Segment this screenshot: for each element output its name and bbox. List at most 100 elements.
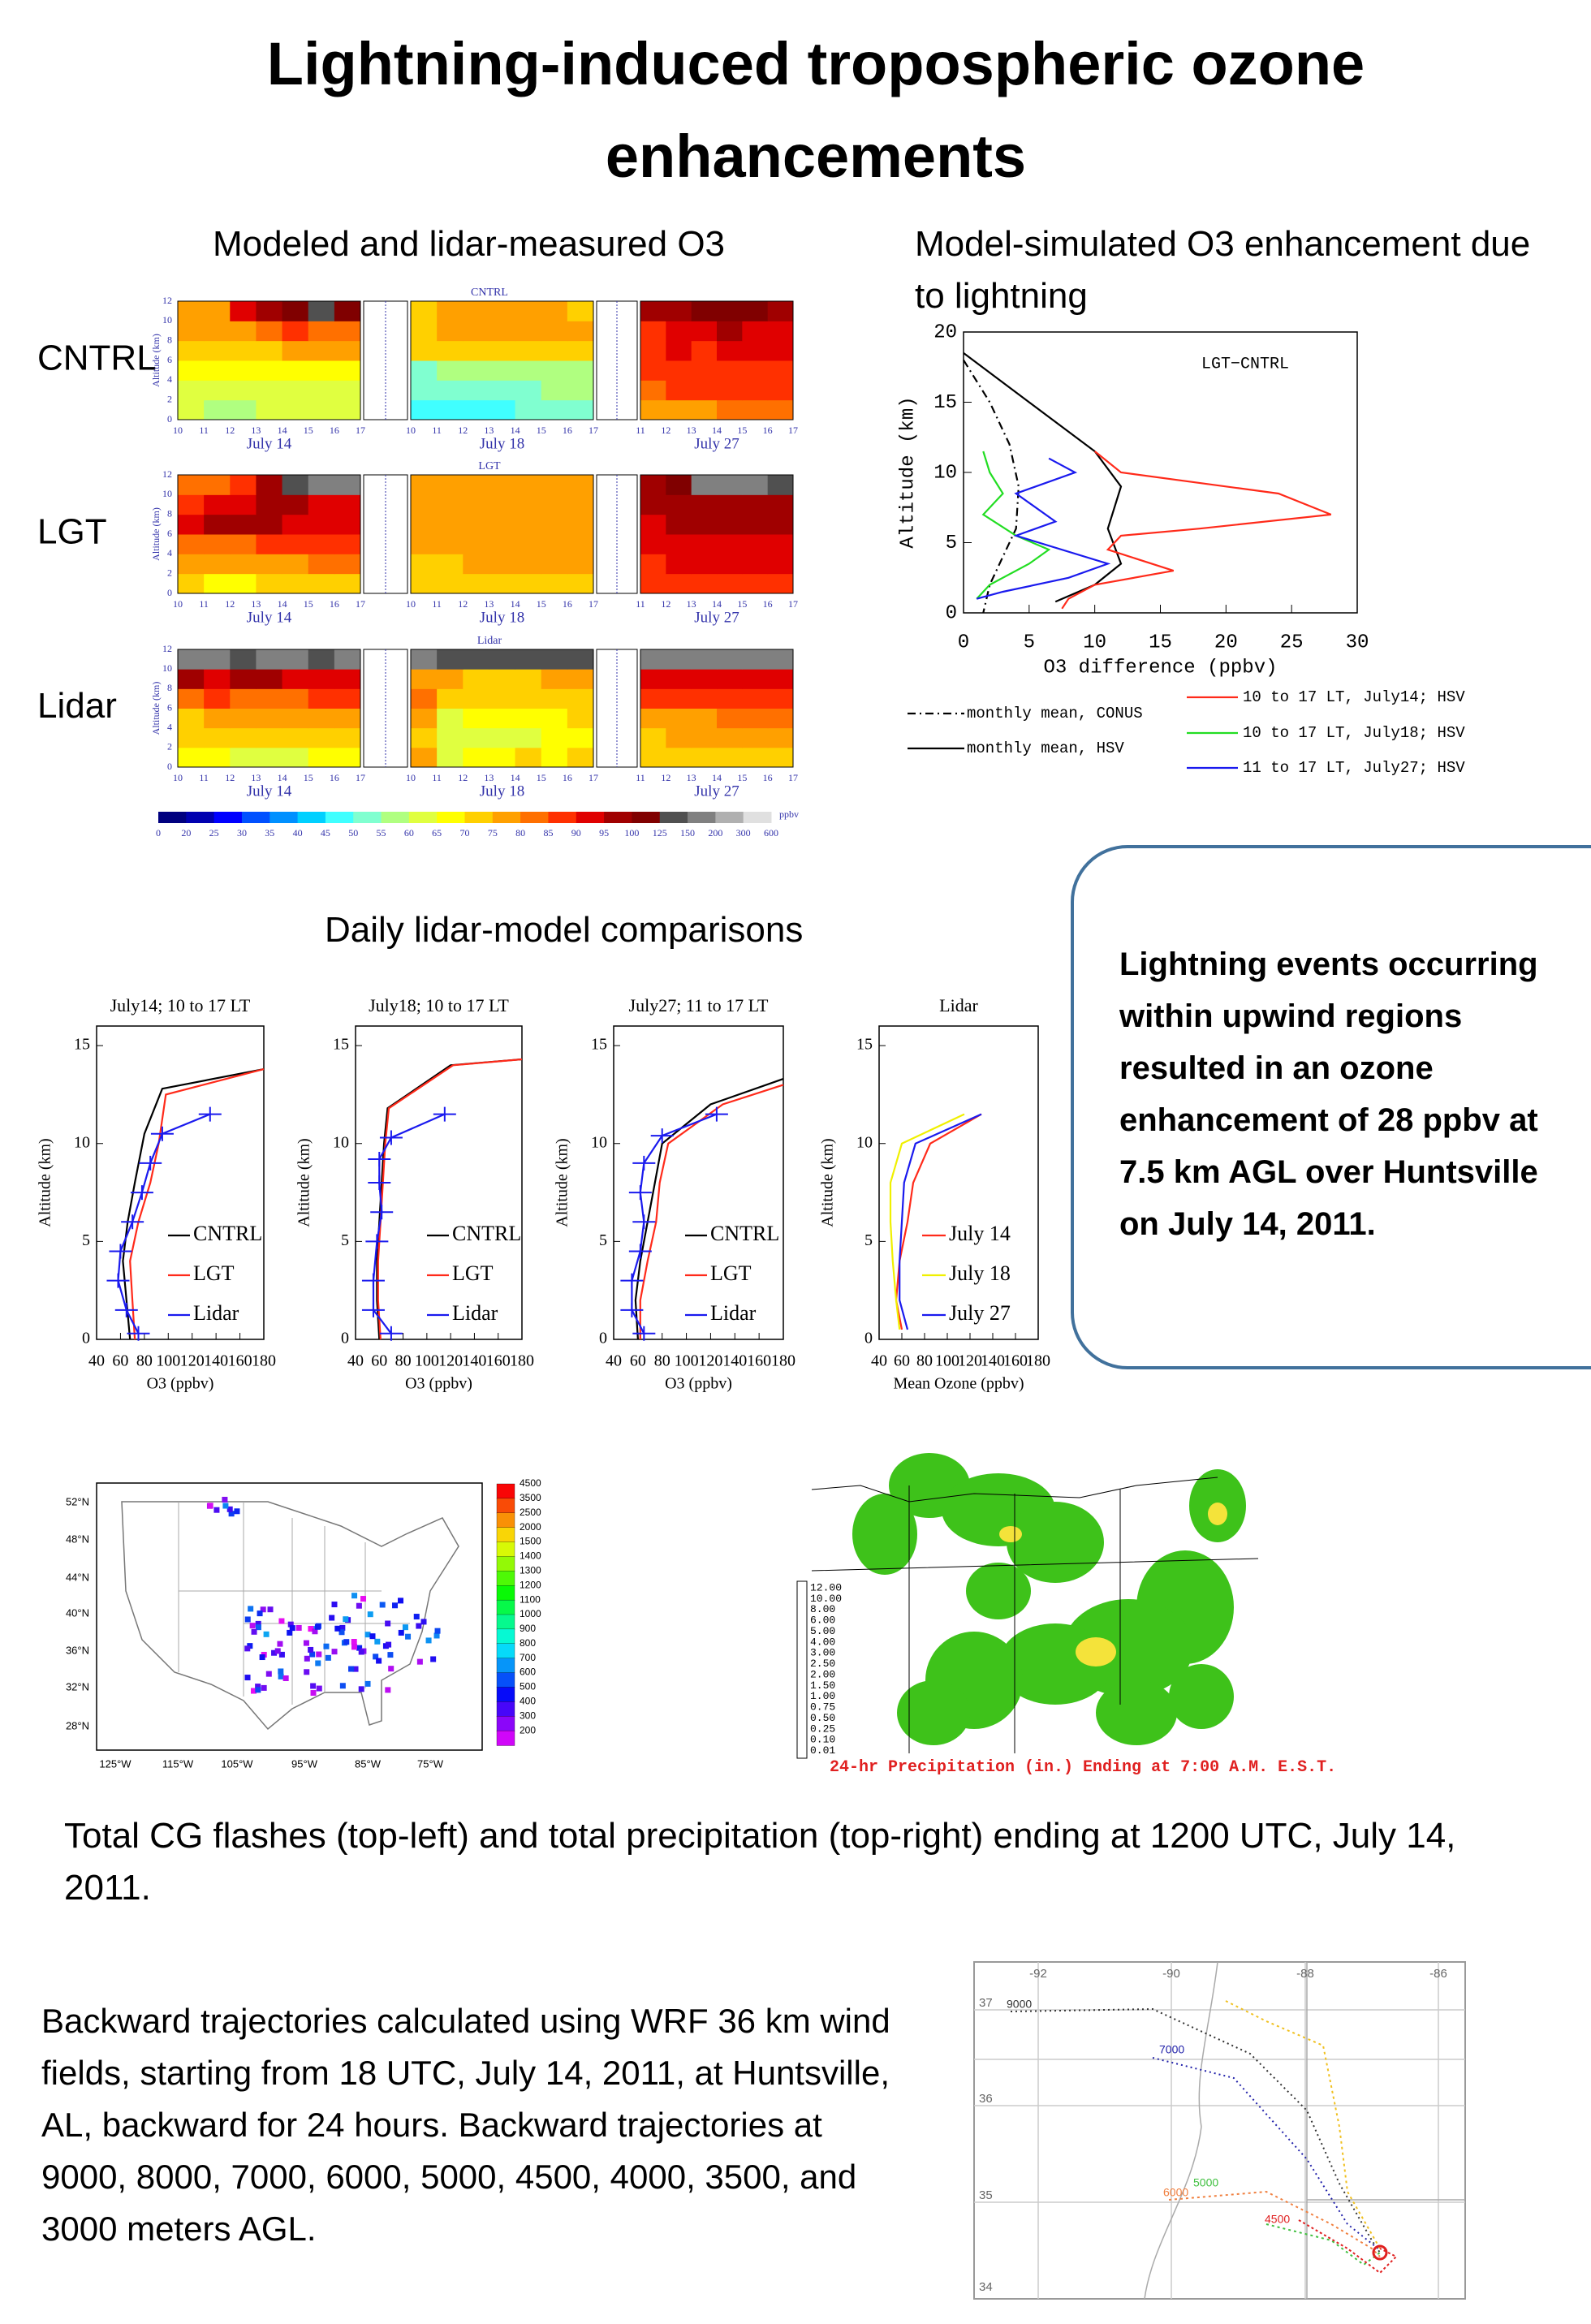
heat-cell: [541, 380, 568, 401]
heat-cell: [515, 494, 542, 515]
heat-cell: [666, 360, 692, 381]
flash-cell: [315, 1660, 321, 1666]
legend-label: July 18: [949, 1261, 1011, 1285]
heat-cell: [178, 494, 205, 515]
flash-colorbar-swatch: [496, 1571, 515, 1586]
callout-box: [1071, 845, 1591, 1369]
heat-cell: [437, 573, 464, 594]
day-frame: [640, 300, 794, 420]
heat-cell: [541, 649, 568, 670]
heat-cell: [230, 321, 257, 342]
heat-cell: [204, 475, 231, 495]
heat-cell: [767, 301, 794, 321]
x-tick-label: 180: [252, 1352, 276, 1370]
flash-cell: [356, 1645, 363, 1651]
day-frame: [410, 300, 594, 420]
y-tick-label: 10: [74, 1133, 90, 1151]
colorbar-swatch: [715, 812, 744, 823]
heat-cell: [411, 475, 438, 495]
flash-cell: [257, 1610, 263, 1617]
heat-cell: [282, 475, 309, 495]
heat-cell: [666, 475, 692, 495]
flash-cell: [226, 1506, 233, 1512]
y-tick-label: 8: [167, 507, 172, 519]
heat-cell: [567, 380, 594, 401]
y-tick-label: 4: [167, 721, 172, 732]
legend-label: LGT: [452, 1261, 494, 1285]
heat-cell: [204, 301, 231, 321]
colorbar-swatch: [213, 812, 243, 823]
heat-cell: [691, 534, 718, 554]
heat-cell: [282, 669, 309, 689]
heat-cell: [204, 649, 231, 670]
colorbar-label: 50: [348, 827, 358, 839]
heat-cell: [282, 534, 309, 554]
heat-cell: [334, 649, 361, 670]
y-tick-label: 0: [946, 602, 957, 624]
heat-cell: [767, 688, 794, 709]
trajectory-7000: [1152, 2057, 1381, 2251]
flash-cell: [360, 1596, 367, 1602]
map-frame: [973, 1961, 1466, 2300]
heat-cell: [767, 708, 794, 729]
heat-cell: [742, 399, 769, 420]
heat-cell: [463, 649, 489, 670]
precip-caption: 24-hr Precipitation (in.) Ending at 7:00…: [830, 1758, 1337, 1777]
lidar-cross: [379, 1326, 403, 1341]
flash-cell: [331, 1602, 338, 1608]
heat-cell: [541, 708, 568, 729]
heat-cell: [334, 494, 361, 515]
flash-colorbar-swatch: [496, 1658, 515, 1674]
series-line: [963, 360, 1020, 614]
heat-cell: [717, 534, 743, 554]
hour-label: 10: [406, 425, 416, 436]
heat-cell: [204, 708, 231, 729]
flash-cell: [287, 1629, 293, 1636]
hour-label: 12: [458, 598, 468, 610]
heat-cell: [334, 340, 361, 361]
precip-legend-label: 12.00: [810, 1581, 842, 1593]
heat-cell: [256, 669, 283, 689]
heat-cell: [204, 534, 231, 554]
hour-label: 17: [589, 772, 598, 783]
y-tick-label: 5: [341, 1231, 349, 1249]
x-tick-label: 80: [395, 1352, 412, 1370]
heat-cell: [567, 301, 594, 321]
y-tick-label: 15: [591, 1036, 607, 1054]
flash-cell: [282, 1675, 289, 1681]
series-line: [122, 1068, 265, 1340]
heat-cell: [178, 360, 205, 381]
hour-label: 15: [304, 598, 313, 610]
hour-label: 11: [199, 425, 209, 436]
heat-cell: [463, 514, 489, 535]
x-axis-label: O3 (ppbv): [405, 1375, 472, 1393]
flash-cell: [314, 1623, 321, 1630]
flash-cell: [369, 1633, 376, 1640]
heat-cell: [567, 554, 594, 575]
heat-cell: [541, 301, 568, 321]
heat-cell: [717, 727, 743, 748]
heat-cell: [742, 708, 769, 729]
heat-cell: [515, 514, 542, 535]
heat-cell: [204, 321, 231, 342]
heat-cell: [640, 649, 666, 670]
lon-label: -86: [1429, 1967, 1447, 1981]
y-tick-label: 6: [167, 528, 172, 539]
heat-cell: [282, 321, 309, 342]
precip-legend-label: 0.10: [810, 1734, 835, 1746]
flash-colorbar-label: 1500: [520, 1536, 541, 1547]
hour-label: 15: [537, 598, 546, 610]
colorbar-swatch: [688, 812, 716, 823]
heat-cell: [515, 360, 542, 381]
x-tick-label: 180: [510, 1352, 534, 1370]
heat-cell: [567, 475, 594, 495]
flash-cell: [255, 1687, 261, 1693]
day-frame: [177, 474, 361, 594]
heat-cell: [640, 573, 666, 594]
heat-cell: [437, 649, 464, 670]
heat-cell: [230, 727, 257, 748]
heat-cell: [308, 669, 335, 689]
panel-title: LGT: [478, 460, 501, 472]
flash-cell: [416, 1658, 423, 1665]
colorbar-label: 85: [543, 827, 553, 839]
